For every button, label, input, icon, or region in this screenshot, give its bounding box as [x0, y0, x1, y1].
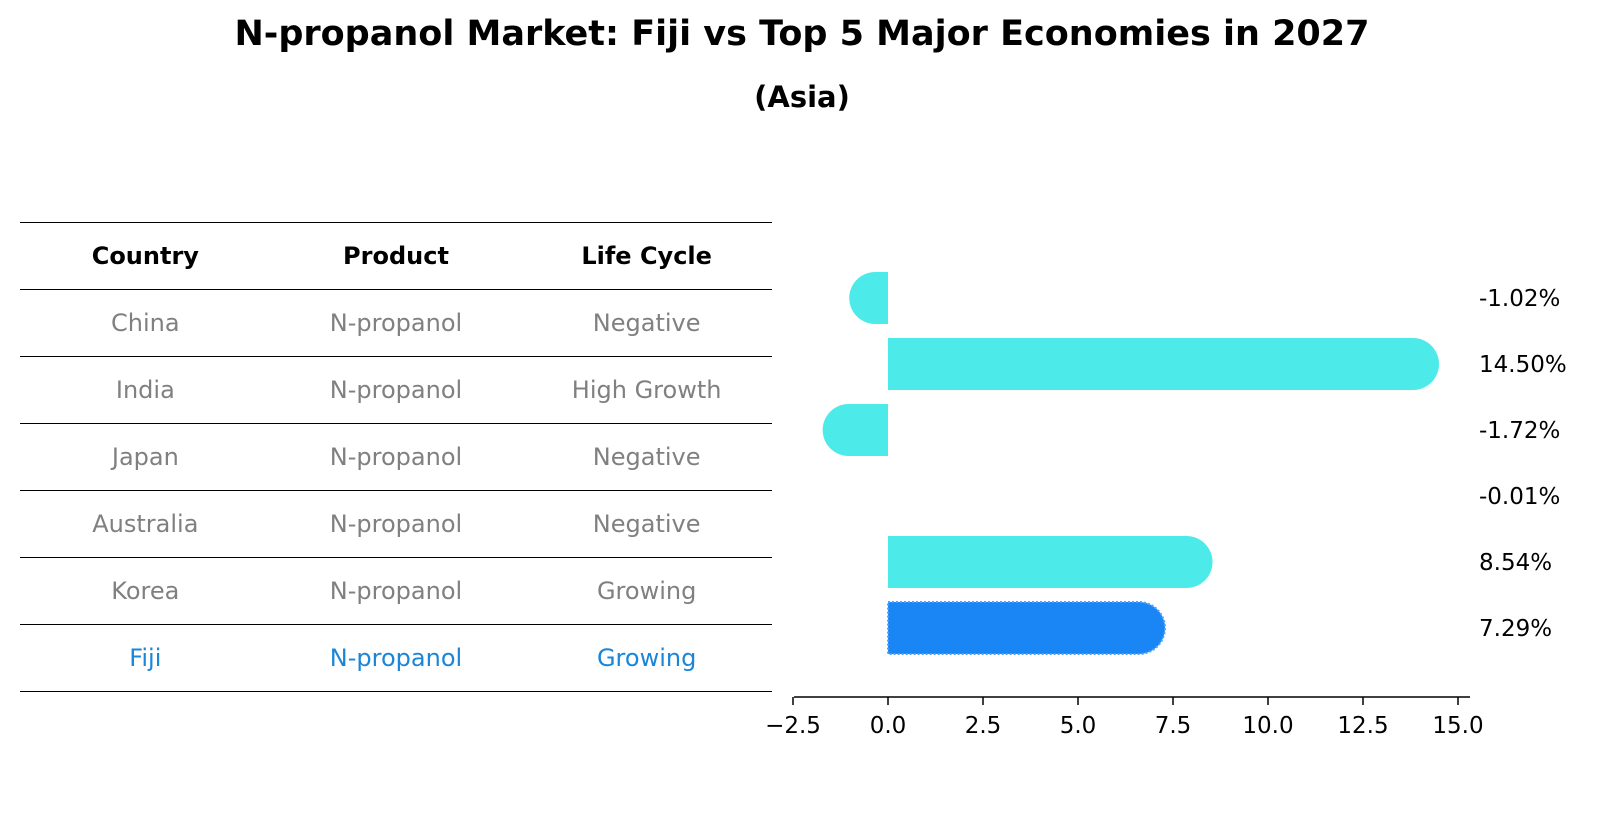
x-tick-label: 5.0 — [1060, 713, 1097, 739]
header-country: Country — [91, 242, 199, 270]
cell-life-cycle: Negative — [592, 309, 701, 337]
x-tick-label: 15.0 — [1432, 713, 1483, 739]
bar-highlight — [887, 601, 1167, 655]
table-row: Korea N-propanol Growing — [20, 557, 772, 624]
table-row: India N-propanol High Growth — [20, 356, 772, 423]
cell-country: Fiji — [129, 644, 162, 672]
x-tick-label: 2.5 — [965, 713, 1002, 739]
table-header-row: Country Product Life Cycle — [20, 222, 772, 289]
value-label: 14.50% — [1479, 352, 1567, 378]
cell-product: N-propanol — [329, 309, 463, 337]
cell-life-cycle: Growing — [596, 644, 697, 672]
x-tick-label: 12.5 — [1337, 713, 1388, 739]
cell-country: China — [111, 309, 180, 337]
header-life-cycle: Life Cycle — [581, 242, 712, 270]
value-label: 8.54% — [1479, 550, 1552, 576]
value-label: -1.02% — [1479, 286, 1560, 312]
bar — [822, 404, 888, 456]
x-tick-label: −2.5 — [765, 713, 821, 739]
cell-product: N-propanol — [329, 443, 463, 471]
cell-product: N-propanol — [329, 644, 463, 672]
value-label: 7.29% — [1479, 616, 1552, 642]
bar — [888, 536, 1213, 588]
cell-life-cycle: High Growth — [571, 376, 722, 404]
header-product: Product — [343, 242, 449, 270]
x-tick-label: 0.0 — [870, 713, 907, 739]
bar — [849, 272, 888, 324]
table-row: Japan N-propanol Negative — [20, 423, 772, 490]
cell-product: N-propanol — [329, 376, 463, 404]
cell-life-cycle: Negative — [592, 443, 701, 471]
cell-country: Australia — [92, 510, 199, 538]
cell-country: Korea — [111, 577, 180, 605]
cell-country: India — [115, 376, 175, 404]
value-label: -1.72% — [1479, 418, 1560, 444]
cell-life-cycle: Growing — [596, 577, 697, 605]
cell-product: N-propanol — [329, 577, 463, 605]
table-row: Australia N-propanol Negative — [20, 490, 772, 557]
table-row-highlight: Fiji N-propanol Growing — [20, 624, 772, 692]
chart-title: N-propanol Market: Fiji vs Top 5 Major E… — [234, 14, 1370, 54]
bar — [888, 338, 1439, 390]
cell-life-cycle: Negative — [592, 510, 701, 538]
cell-country: Japan — [111, 443, 179, 471]
x-tick-label: 7.5 — [1155, 713, 1192, 739]
value-label: -0.01% — [1479, 484, 1560, 510]
chart-subtitle: (Asia) — [754, 80, 850, 114]
table-row: China N-propanol Negative — [20, 289, 772, 356]
country-table: Country Product Life Cycle China N-propa… — [20, 222, 772, 692]
cell-product: N-propanol — [329, 510, 463, 538]
x-tick-label: 10.0 — [1242, 713, 1293, 739]
